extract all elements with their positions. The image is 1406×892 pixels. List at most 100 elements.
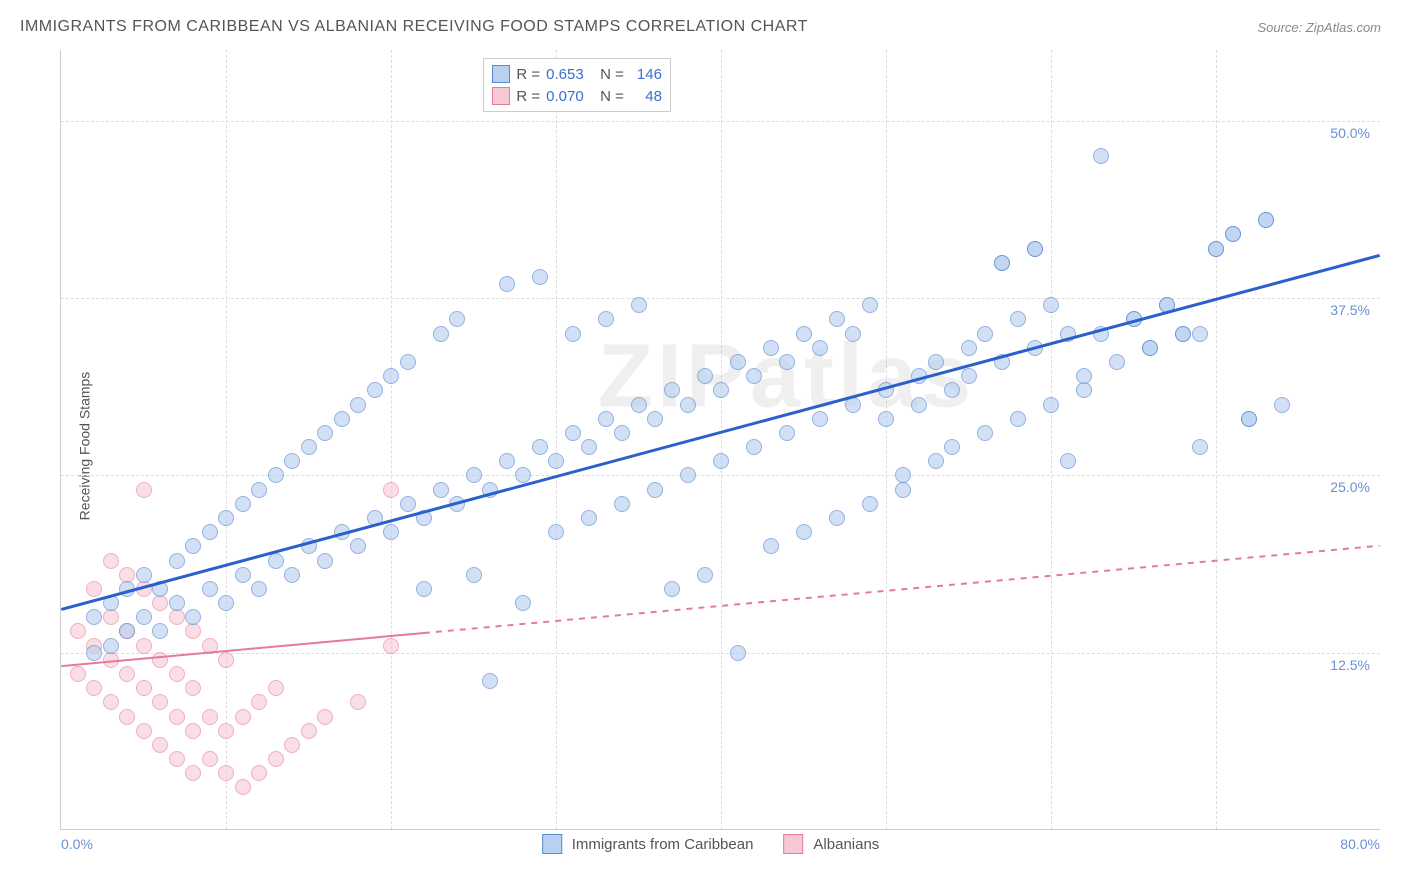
scatter-point	[532, 269, 548, 285]
scatter-point	[202, 638, 218, 654]
scatter-point	[119, 581, 135, 597]
scatter-point	[169, 609, 185, 625]
scatter-point	[136, 482, 152, 498]
scatter-point	[301, 439, 317, 455]
scatter-point	[614, 496, 630, 512]
scatter-point	[152, 623, 168, 639]
scatter-point	[284, 567, 300, 583]
legend-r-label: R =	[516, 66, 540, 83]
scatter-point	[103, 694, 119, 710]
scatter-point	[185, 538, 201, 554]
scatter-point	[1043, 397, 1059, 413]
scatter-point	[1241, 411, 1257, 427]
source-attribution: Source: ZipAtlas.com	[1257, 20, 1381, 35]
vgridline	[556, 50, 557, 829]
scatter-point	[763, 538, 779, 554]
scatter-point	[565, 326, 581, 342]
scatter-point	[70, 623, 86, 639]
scatter-point	[1010, 311, 1026, 327]
y-tick-label: 50.0%	[1330, 125, 1370, 141]
scatter-point	[350, 694, 366, 710]
scatter-point	[383, 368, 399, 384]
scatter-point	[878, 382, 894, 398]
scatter-point	[103, 638, 119, 654]
scatter-point	[1060, 326, 1076, 342]
scatter-point	[268, 467, 284, 483]
scatter-point	[1142, 340, 1158, 356]
scatter-point	[367, 382, 383, 398]
scatter-point	[136, 638, 152, 654]
scatter-point	[697, 567, 713, 583]
legend-n-label: N =	[600, 66, 624, 83]
scatter-point	[251, 482, 267, 498]
scatter-point	[301, 723, 317, 739]
scatter-point	[86, 581, 102, 597]
scatter-point	[928, 354, 944, 370]
scatter-point	[994, 255, 1010, 271]
scatter-point	[400, 496, 416, 512]
scatter-point	[730, 354, 746, 370]
scatter-point	[136, 723, 152, 739]
legend-swatch	[492, 65, 510, 83]
chart-title: IMMIGRANTS FROM CARIBBEAN VS ALBANIAN RE…	[20, 18, 808, 36]
scatter-point	[218, 652, 234, 668]
scatter-point	[680, 467, 696, 483]
y-tick-label: 25.0%	[1330, 479, 1370, 495]
scatter-point	[961, 340, 977, 356]
scatter-point	[152, 595, 168, 611]
scatter-point	[862, 496, 878, 512]
legend-row: R =0.070N =48	[492, 85, 662, 107]
scatter-point	[515, 467, 531, 483]
scatter-point	[944, 382, 960, 398]
series-label: Albanians	[813, 836, 879, 853]
scatter-point	[1043, 297, 1059, 313]
scatter-point	[416, 581, 432, 597]
vgridline	[391, 50, 392, 829]
scatter-point	[812, 340, 828, 356]
scatter-point	[284, 453, 300, 469]
scatter-point	[466, 567, 482, 583]
scatter-point	[482, 673, 498, 689]
y-tick-label: 37.5%	[1330, 302, 1370, 318]
chart-plot-area: 12.5%25.0%37.5%50.0%0.0%80.0%ZIPatlasR =…	[60, 50, 1380, 830]
x-tick-label: 80.0%	[1340, 836, 1380, 852]
scatter-point	[169, 595, 185, 611]
scatter-point	[185, 723, 201, 739]
vgridline	[226, 50, 227, 829]
scatter-point	[334, 524, 350, 540]
vgridline	[1216, 50, 1217, 829]
scatter-point	[779, 354, 795, 370]
scatter-point	[482, 482, 498, 498]
scatter-point	[548, 524, 564, 540]
scatter-point	[862, 297, 878, 313]
scatter-point	[235, 496, 251, 512]
legend-swatch	[492, 87, 510, 105]
scatter-point	[86, 609, 102, 625]
scatter-point	[367, 510, 383, 526]
scatter-point	[1175, 326, 1191, 342]
scatter-point	[185, 623, 201, 639]
scatter-point	[928, 453, 944, 469]
scatter-point	[680, 397, 696, 413]
scatter-point	[829, 311, 845, 327]
scatter-point	[119, 666, 135, 682]
scatter-point	[152, 581, 168, 597]
legend-r-value: 0.653	[546, 66, 594, 83]
scatter-point	[796, 524, 812, 540]
scatter-point	[202, 751, 218, 767]
scatter-point	[416, 510, 432, 526]
scatter-point	[664, 581, 680, 597]
scatter-point	[845, 397, 861, 413]
series-label: Immigrants from Caribbean	[572, 836, 754, 853]
scatter-point	[169, 709, 185, 725]
scatter-point	[103, 553, 119, 569]
scatter-point	[235, 779, 251, 795]
scatter-point	[449, 496, 465, 512]
scatter-point	[961, 368, 977, 384]
scatter-point	[383, 482, 399, 498]
scatter-point	[218, 595, 234, 611]
series-swatch	[542, 834, 562, 854]
scatter-point	[268, 553, 284, 569]
scatter-point	[103, 595, 119, 611]
scatter-point	[1159, 297, 1175, 313]
